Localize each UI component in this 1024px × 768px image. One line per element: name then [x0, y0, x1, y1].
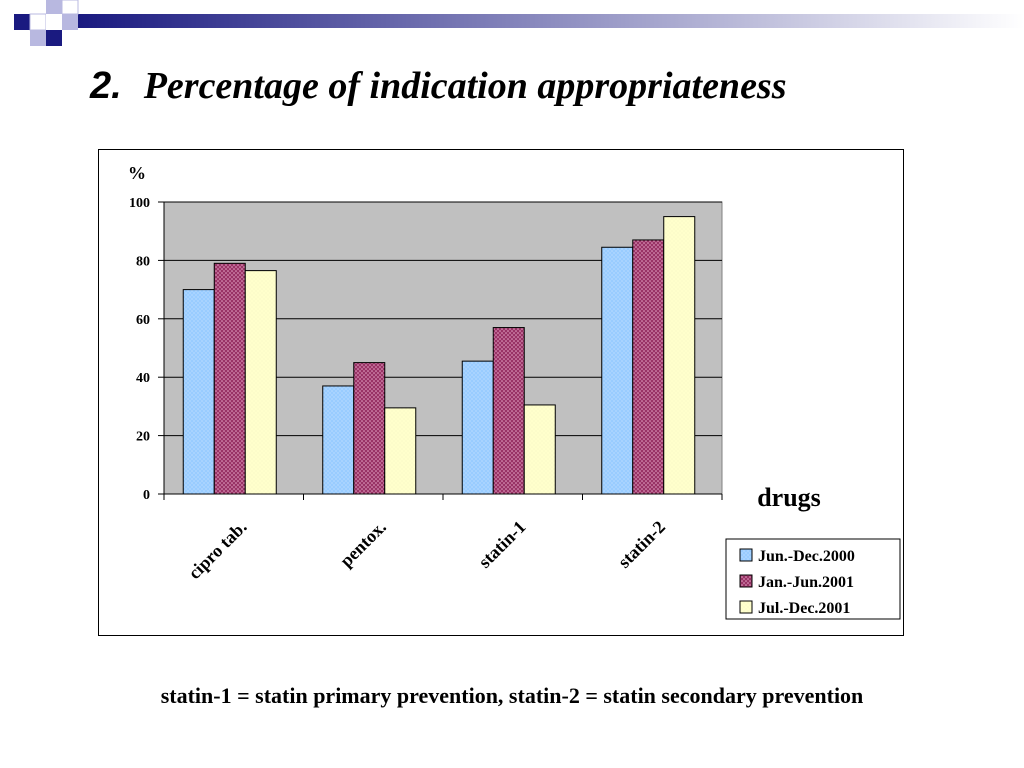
- legend-label: Jan.-Jun.2001: [758, 574, 854, 591]
- bar-1-2: [322, 385, 355, 495]
- bar-1-3: [461, 360, 494, 495]
- bar-3-2: [384, 407, 417, 495]
- x-tick-label: statin-1: [474, 517, 529, 572]
- slide-title-text: Percentage of indication appropriateness: [143, 65, 787, 107]
- y-tick-label: 100: [129, 196, 150, 211]
- bar-3-1: [244, 270, 277, 495]
- legend-label: Jul.-Dec.2001: [758, 600, 850, 617]
- x-axis-label: drugs: [757, 483, 821, 512]
- bar-3-3: [523, 404, 556, 495]
- bar-3-4: [663, 216, 696, 495]
- y-axis-label: %: [128, 163, 146, 183]
- footnote: statin-1 = statin primary prevention, st…: [160, 683, 864, 708]
- bar-1-4: [601, 246, 634, 495]
- bar-2-2: [353, 362, 386, 495]
- x-tick-label: statin-2: [614, 517, 669, 572]
- slide-title: 2. Percentage of indication appropriatene…: [90, 64, 990, 120]
- bar-2-3: [492, 327, 525, 495]
- decorative-header-pattern: [14, 0, 1024, 46]
- y-tick-label: 0: [143, 488, 150, 503]
- legend-box: [725, 538, 901, 620]
- legend-label: Jun.-Dec.2000: [758, 548, 855, 565]
- slide-title-number: 2.: [90, 65, 122, 107]
- bar-1-1: [182, 289, 215, 495]
- x-tick-label: cipro tab.: [184, 517, 250, 583]
- y-tick-label: 80: [136, 254, 150, 269]
- chart-container: 0 20 40 60 80 100 cipro tab. pentox. statin-1 sta…: [98, 149, 904, 636]
- legend-swatch: [739, 600, 753, 614]
- legend-swatch: [739, 574, 753, 588]
- bar-2-1: [213, 262, 246, 495]
- y-tick-label: 20: [136, 430, 150, 445]
- y-tick-label: 60: [136, 313, 150, 328]
- chart-legend: Jun.-Dec.2000 Jan.-Jun.2001 Jul.-Dec.2001: [725, 538, 901, 620]
- x-tick-label: pentox.: [336, 517, 390, 571]
- bar-2-4: [632, 239, 665, 495]
- legend-swatch: [739, 548, 753, 562]
- bar-chart: 0 20 40 60 80 100 cipro tab. pentox. statin-1 sta…: [128, 163, 901, 620]
- y-tick-label: 40: [136, 371, 150, 386]
